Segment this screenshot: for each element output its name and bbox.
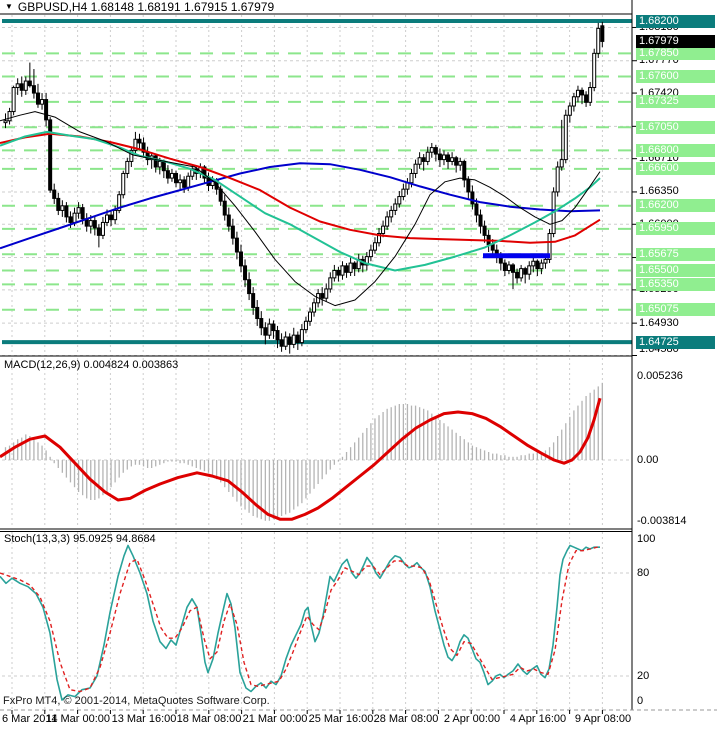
macd-scale-label: -0.003814: [637, 515, 687, 527]
current-price-label: 1.67979: [636, 34, 715, 48]
price-level-label: 1.65675: [636, 247, 715, 261]
time-axis-label: 25 Mar 16:00: [308, 713, 374, 725]
price-tick-label: 1.66350: [639, 185, 679, 198]
time-scale-axis[interactable]: [0, 711, 717, 729]
price-tick-label: 1.64930: [639, 316, 679, 329]
stoch-indicator-label: Stoch(13,3,3) 95.0925 94.8684: [4, 533, 156, 545]
price-level-label: 1.66600: [636, 162, 715, 176]
macd-indicator-label: MACD(12,26,9) 0.004824 0.003863: [4, 359, 179, 371]
price-line-label: 1.68200: [636, 14, 715, 28]
time-axis-label: 11 Mar 00:00: [45, 713, 111, 725]
price-level-label: 1.67050: [636, 120, 715, 134]
symbol-dropdown-icon[interactable]: ▼: [5, 2, 13, 11]
price-level-label: 1.67600: [636, 69, 715, 83]
copyright-text: FxPro MT4, © 2001-2014, MetaQuotes Softw…: [3, 695, 270, 707]
time-axis-label: 4 Apr 16:00: [509, 713, 567, 725]
time-axis-label: 18 Mar 08:00: [176, 713, 242, 725]
price-level-label: 1.65350: [636, 277, 715, 291]
price-level-label: 1.65500: [636, 263, 715, 277]
price-level-label: 1.66800: [636, 143, 715, 157]
stoch-scale-label: 20: [637, 670, 650, 682]
price-level-label: 1.65075: [636, 303, 715, 317]
stoch-scale-label: 100: [637, 533, 656, 545]
price-level-label: 1.67850: [636, 46, 715, 60]
time-axis-label: 13 Mar 16:00: [111, 713, 177, 725]
stoch-scale-label: 80: [637, 567, 650, 579]
stoch-scale-label: 0: [637, 695, 644, 707]
time-axis-label: 9 Apr 08:00: [574, 713, 632, 725]
time-axis-label: 21 Mar 00:00: [242, 713, 308, 725]
price-level-label: 1.65950: [636, 222, 715, 236]
price-scale-axis[interactable]: [633, 0, 717, 710]
chart-title-bar: ▼ GBPUSD,H4 1.68148 1.68191 1.67915 1.67…: [0, 0, 635, 14]
time-axis-label: 28 Mar 08:00: [373, 713, 439, 725]
price-line-label: 1.64725: [636, 335, 715, 349]
price-level-label: 1.67325: [636, 95, 715, 109]
macd-scale-label: 0.005236: [637, 370, 683, 382]
price-level-label: 1.66200: [636, 199, 715, 213]
macd-scale-label: 0.00: [637, 454, 659, 466]
time-axis-label: 2 Apr 00:00: [443, 713, 501, 725]
time-axis-label: 6 Mar 2014: [2, 713, 58, 725]
chart-title: GBPUSD,H4 1.68148 1.68191 1.67915 1.6797…: [17, 0, 275, 14]
